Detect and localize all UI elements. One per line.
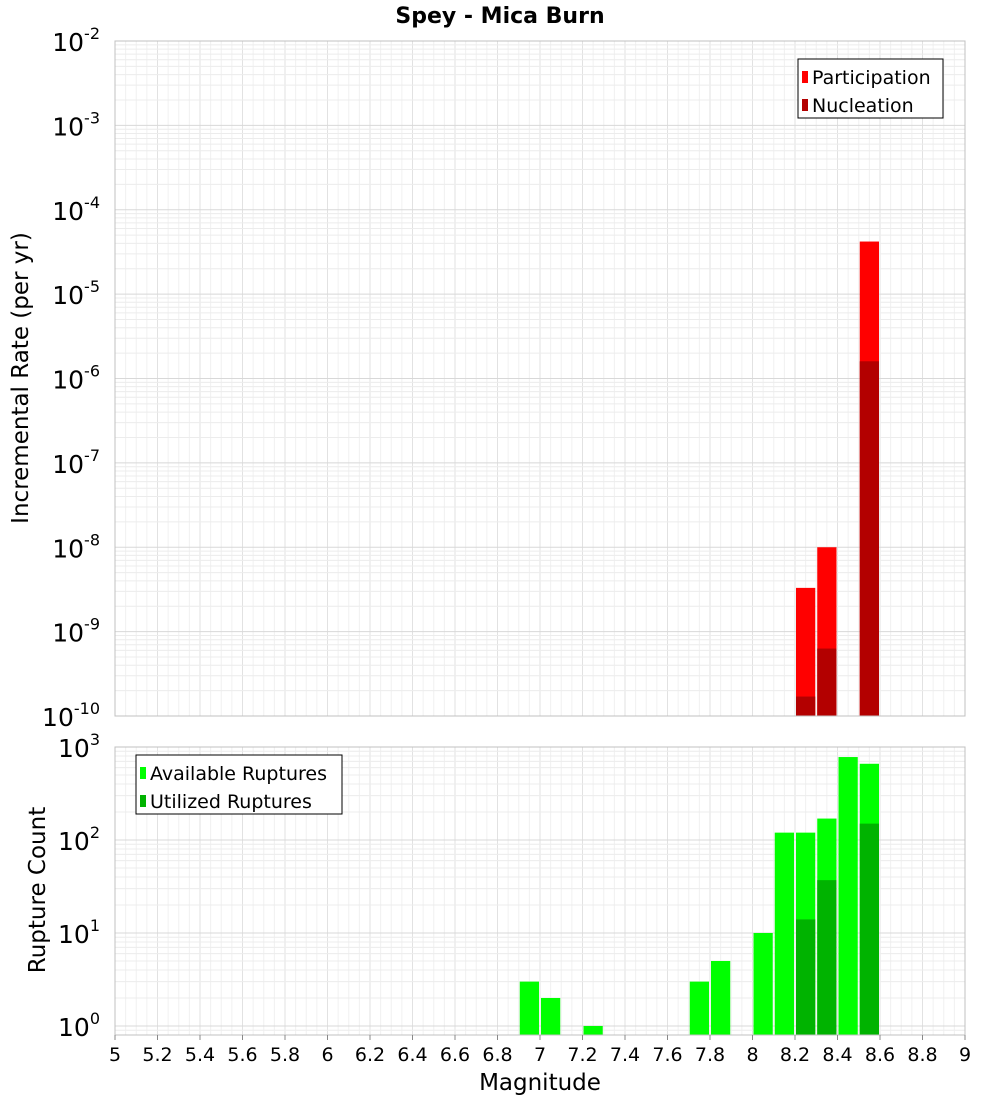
top-bar-nucleation (796, 696, 816, 716)
top-legend-label: Nucleation (812, 95, 914, 117)
bottom-bar-available-ruptures (583, 1025, 603, 1035)
x-tick-label: 5.4 (185, 1044, 215, 1066)
bottom-bar-utilized-ruptures (796, 919, 816, 1035)
bottom-bar-available-ruptures (711, 960, 731, 1035)
top-y-axis-label: Incremental Rate (per yr) (8, 232, 34, 524)
x-tick-label: 7 (534, 1044, 546, 1066)
x-tick-label: 6.8 (482, 1044, 512, 1066)
bottom-bar-available-ruptures (838, 757, 858, 1035)
top-y-tick-label: 10-7 (52, 446, 100, 479)
x-tick-label: 5 (109, 1044, 121, 1066)
top-y-tick-label: 10-5 (52, 277, 100, 310)
x-tick-label: 7.6 (652, 1044, 682, 1066)
top-bar-nucleation (817, 648, 837, 716)
x-tick-label: 8.8 (907, 1044, 937, 1066)
x-tick-label: 5.2 (142, 1044, 172, 1066)
top-y-tick-label: 10-6 (52, 362, 100, 395)
bottom-bar-available-ruptures (753, 932, 773, 1035)
bottom-legend-label: Available Ruptures (150, 763, 327, 785)
bottom-bar-utilized-ruptures (817, 880, 837, 1035)
bottom-bar-available-ruptures (689, 981, 709, 1035)
x-tick-label: 6.4 (397, 1044, 427, 1066)
bottom-bar-utilized-ruptures (859, 823, 879, 1035)
bottom-legend-swatch (140, 767, 146, 779)
x-tick-label: 7.4 (610, 1044, 640, 1066)
x-tick-label: 7.2 (567, 1044, 597, 1066)
top-legend-swatch (802, 71, 808, 83)
top-bar-nucleation (859, 361, 879, 716)
top-plot-frame (114, 40, 966, 717)
chart-title: Spey - Mica Burn (395, 4, 604, 29)
bottom-legend-swatch (140, 795, 146, 807)
bottom-bar-available-ruptures (541, 997, 561, 1035)
top-y-tick-label: 10-3 (52, 108, 100, 141)
bottom-bar-available-ruptures (519, 981, 539, 1035)
top-bar-participation (796, 587, 816, 716)
x-tick-label: 8.2 (780, 1044, 810, 1066)
x-tick-label: 5.8 (270, 1044, 300, 1066)
x-tick-label: 6.2 (355, 1044, 385, 1066)
top-y-tick-label: 10-8 (52, 530, 100, 563)
top-y-tick-label: 10-10 (42, 699, 100, 732)
x-tick-label: 7.8 (695, 1044, 725, 1066)
bottom-y-tick-label: 100 (58, 1009, 100, 1042)
top-legend-box (797, 58, 944, 119)
bottom-y-tick-label: 101 (58, 916, 100, 949)
top-y-tick-label: 10-9 (52, 615, 100, 648)
x-axis-label: Magnitude (479, 1070, 601, 1096)
x-tick-label: 6 (321, 1044, 333, 1066)
bottom-y-axis-label: Rupture Count (25, 807, 51, 973)
x-tick-label: 6.6 (440, 1044, 470, 1066)
x-tick-label: 9 (959, 1044, 971, 1066)
x-tick-label: 8.4 (822, 1044, 852, 1066)
top-y-tick-label: 10-2 (52, 24, 100, 57)
top-legend-swatch (802, 99, 808, 111)
bottom-y-tick-label: 102 (58, 823, 100, 856)
top-legend-label: Participation (812, 67, 931, 89)
bottom-legend-label: Utilized Ruptures (150, 791, 312, 813)
top-panel: 10-10 10-9 10-8 10-7 10-6 10-5 10-4 10-3 10-2 Par… (42, 24, 966, 732)
x-tick-label: 8.6 (865, 1044, 895, 1066)
top-y-tick-label: 10-4 (52, 193, 100, 226)
x-tick-label: 8 (746, 1044, 758, 1066)
x-tick-label: 5.6 (227, 1044, 257, 1066)
bottom-panel: 100 101 102 103 Available Ruptures Utilized R… (58, 730, 971, 1066)
bottom-y-tick-label: 103 (58, 730, 100, 763)
bottom-bar-available-ruptures (774, 832, 794, 1035)
bottom-legend-box (135, 754, 343, 815)
